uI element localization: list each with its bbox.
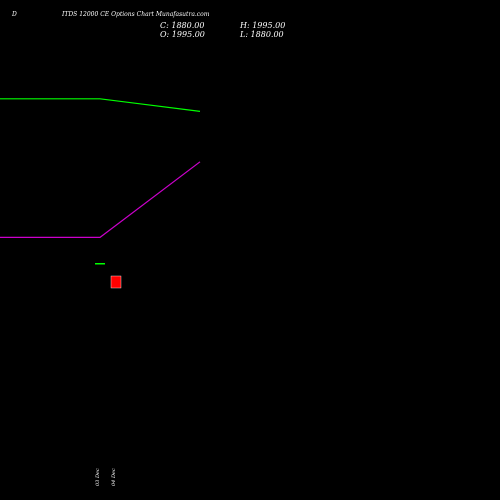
series-line-0 <box>0 98 201 112</box>
x-tick-label: 04 Dec <box>111 468 117 486</box>
high-value: H: 1995.00 <box>239 21 285 30</box>
volume-bar-0 <box>95 263 105 265</box>
x-tick-label: 03 Dec <box>95 468 101 486</box>
low-value: L: 1880.00 <box>239 30 284 39</box>
open-value: O: 1995.00 <box>160 30 205 39</box>
chart-title: ITDS 12000 CE Options Chart Munafasutra.… <box>61 11 210 18</box>
corner-label: D <box>11 11 17 18</box>
volume-bar-1 <box>110 275 122 289</box>
series-line-1 <box>0 161 201 238</box>
close-value: C: 1880.00 <box>160 21 204 30</box>
